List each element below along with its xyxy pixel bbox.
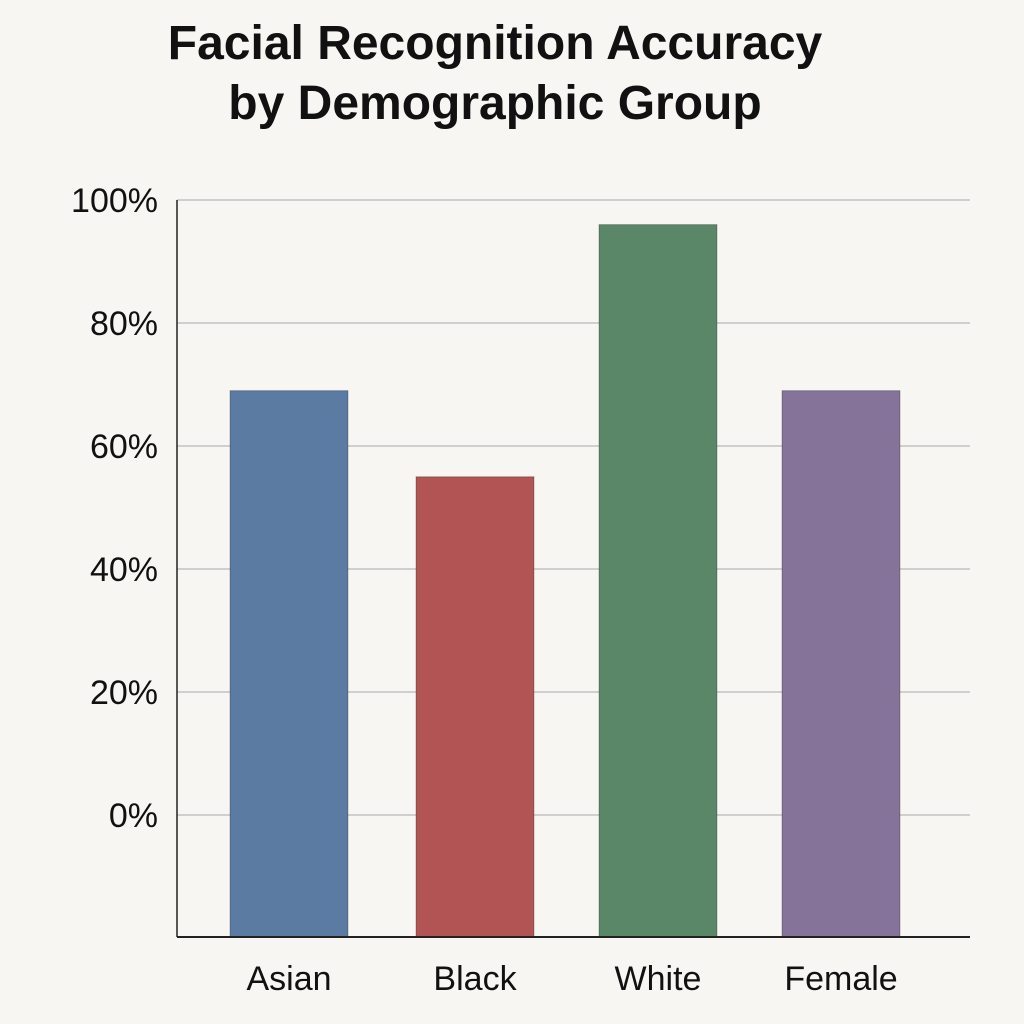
y-tick-label: 0% — [109, 797, 158, 835]
bars — [229, 224, 901, 938]
x-category-label: White — [615, 960, 702, 998]
category-labels: Asian Black White Female — [246, 960, 897, 998]
y-tick-label: 40% — [90, 551, 158, 589]
bar-female — [781, 390, 901, 938]
chart-title-line-1: Facial Recognition Accuracy — [167, 17, 823, 70]
y-tick-label: 100% — [71, 182, 158, 220]
chart-title: Facial Recognition Accuracy by Demograph… — [0, 14, 990, 134]
x-category-label: Female — [784, 960, 897, 998]
bar-asian — [229, 390, 349, 938]
bar-black — [415, 476, 535, 938]
x-category-label: Asian — [246, 960, 331, 998]
y-tick-labels: 0% 20% 40% 60% 80% 100% — [71, 182, 158, 835]
y-tick-label: 60% — [90, 428, 158, 466]
x-category-label: Black — [433, 960, 517, 998]
bar-white — [598, 224, 718, 938]
y-tick-label: 80% — [90, 305, 158, 343]
chart-title-line-2: by Demographic Group — [228, 77, 762, 130]
y-tick-label: 20% — [90, 674, 158, 712]
